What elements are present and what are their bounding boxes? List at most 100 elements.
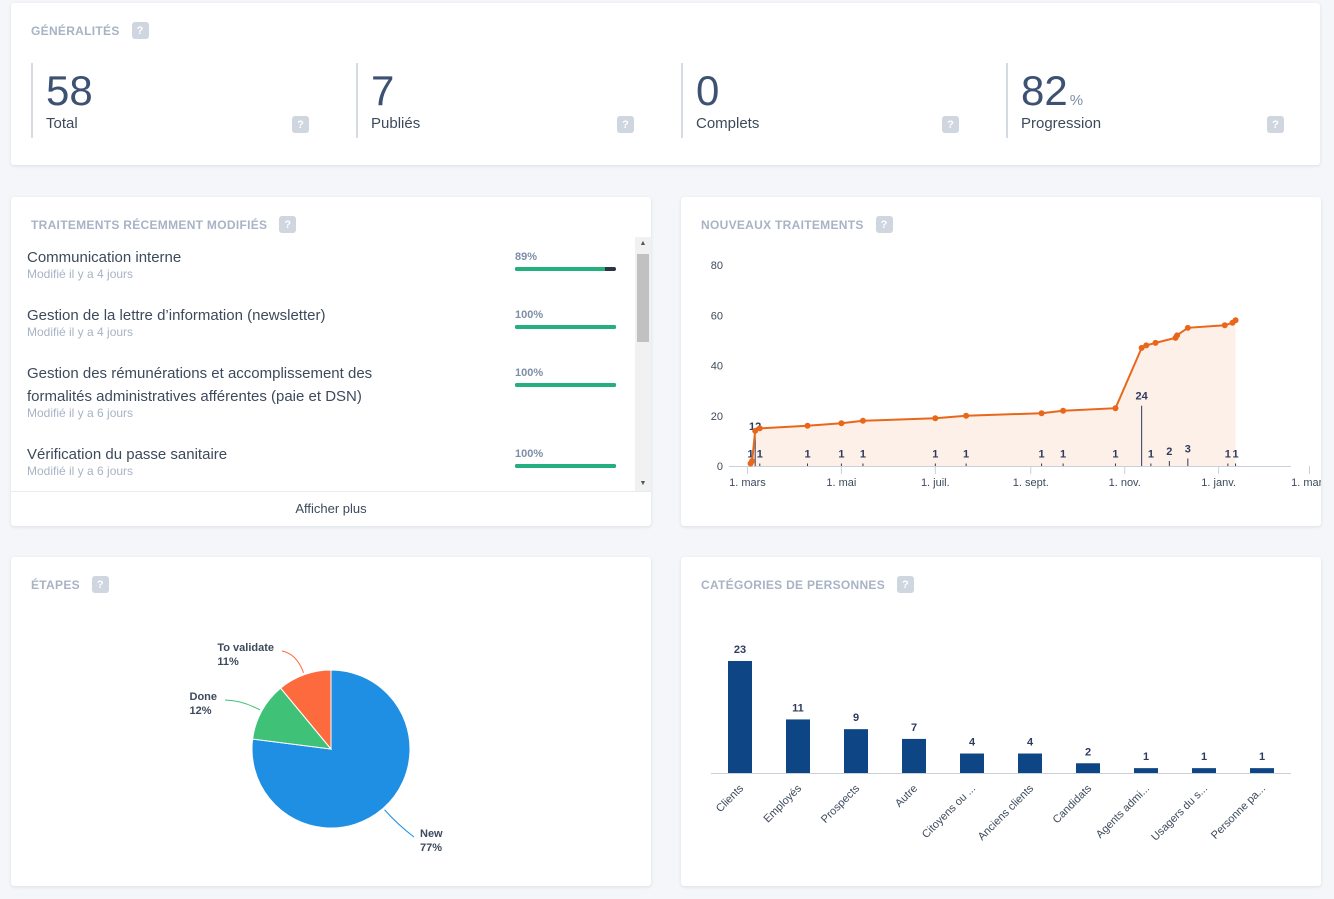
progress-fill bbox=[515, 325, 616, 329]
data-point bbox=[1143, 342, 1150, 349]
category-bar bbox=[1076, 763, 1100, 773]
nouveaux-title: Nouveaux traitements ? bbox=[701, 216, 893, 233]
spike-label: 1 bbox=[757, 448, 763, 460]
scrollbar-thumb[interactable] bbox=[637, 254, 649, 342]
help-icon[interactable]: ? bbox=[1267, 116, 1284, 133]
item-progress-bar bbox=[515, 325, 616, 329]
spike-label: 24 bbox=[1136, 391, 1149, 403]
bar-value-label: 1 bbox=[1143, 751, 1149, 763]
item-name[interactable]: Gestion de la lettre d’information (news… bbox=[27, 307, 326, 324]
spike-label: 1 bbox=[1060, 448, 1066, 460]
category-label: Usagers du s... bbox=[1149, 783, 1210, 844]
help-icon[interactable]: ? bbox=[292, 116, 309, 133]
nouveaux-chart: 0 20 40 60 80 1. mars 1. mai 1. juil. 1. sept. 1.… bbox=[711, 260, 1321, 489]
category-label: Clients bbox=[714, 782, 747, 815]
help-icon[interactable]: ? bbox=[875, 216, 893, 233]
nouveaux-card: Nouveaux traitements ? 0 20 40 60 80 1. mars 1… bbox=[681, 197, 1321, 526]
list-item[interactable]: Gestion de la lettre d’information (news… bbox=[27, 304, 617, 339]
x-tick-label: 1. mai bbox=[826, 477, 856, 489]
stat-progression: 82% Progression ? bbox=[1006, 63, 1284, 138]
data-point bbox=[1184, 324, 1191, 331]
categories-title-text: Catégories de personnes bbox=[701, 577, 886, 592]
category-bar bbox=[960, 753, 984, 773]
bar-value-label: 1 bbox=[1201, 751, 1207, 763]
categories-chart: 23Clients11Employés9Prospects7Autre4Cito… bbox=[711, 644, 1291, 844]
list-scrollbar[interactable]: ▲ ▼ bbox=[635, 237, 651, 491]
stat-value: 82% bbox=[1021, 67, 1084, 114]
category-bar bbox=[844, 729, 868, 773]
spike-label: 1 bbox=[860, 448, 866, 460]
stat-label: Publiés bbox=[371, 115, 421, 132]
item-progress-label: 100% bbox=[515, 309, 544, 321]
bar-value-label: 7 bbox=[911, 722, 917, 734]
category-bar bbox=[1192, 768, 1216, 773]
area-fill bbox=[750, 320, 1236, 466]
help-icon[interactable]: ? bbox=[131, 22, 149, 39]
help-icon[interactable]: ? bbox=[91, 576, 109, 593]
category-label: Prospects bbox=[819, 782, 862, 825]
stat-label: Progression bbox=[1021, 115, 1102, 132]
bar-value-label: 4 bbox=[1027, 737, 1034, 749]
x-tick-label: 1. juil. bbox=[921, 477, 950, 489]
progress-fill bbox=[515, 383, 616, 387]
help-icon[interactable]: ? bbox=[942, 116, 959, 133]
stat-value: 0 bbox=[696, 67, 720, 114]
recent-title-text: Traitements récemment modifiés bbox=[31, 217, 268, 232]
category-bar bbox=[1134, 768, 1158, 773]
spike-label: 1 bbox=[1148, 448, 1154, 460]
data-point bbox=[1174, 332, 1181, 339]
spike-label: 1 bbox=[1233, 448, 1239, 460]
pie-label-name: To validate bbox=[217, 642, 274, 654]
category-bar bbox=[1018, 753, 1042, 773]
spike-label: 1 bbox=[1039, 448, 1045, 460]
bar-value-label: 2 bbox=[1085, 746, 1091, 758]
item-name[interactable]: Gestion des rémunérations et accomplisse… bbox=[27, 365, 373, 405]
spike-label: 1 bbox=[804, 448, 810, 460]
pie-label-value: 11% bbox=[217, 656, 239, 668]
bar-value-label: 4 bbox=[969, 737, 976, 749]
category-label: Personne pa... bbox=[1209, 783, 1268, 842]
pie-connector bbox=[281, 650, 305, 673]
category-label: Agents admi... bbox=[1094, 783, 1152, 841]
stat-publies: 7 Publiés ? bbox=[356, 63, 634, 138]
pie-label-value: 12% bbox=[190, 705, 212, 717]
generalites-card: Généralités ? 58 Total ? 7 Publiés ? 0 C… bbox=[11, 3, 1320, 165]
item-name[interactable]: Communication interne bbox=[27, 249, 182, 266]
data-point bbox=[963, 412, 970, 419]
y-tick-label: 80 bbox=[711, 260, 723, 272]
spike-label: 1 bbox=[1112, 448, 1118, 460]
spike-label: 1 bbox=[747, 448, 753, 460]
item-modified: Modifié il y a 4 jours bbox=[27, 325, 134, 339]
help-icon[interactable]: ? bbox=[279, 216, 297, 233]
data-point bbox=[1221, 322, 1228, 329]
y-tick-label: 60 bbox=[711, 310, 723, 322]
list-item[interactable]: Vérification du passe sanitaire Modifié … bbox=[27, 443, 617, 478]
data-point bbox=[838, 420, 845, 427]
item-modified: Modifié il y a 6 jours bbox=[27, 464, 134, 478]
show-more-button[interactable]: Afficher plus bbox=[11, 491, 651, 526]
scroll-down-icon[interactable]: ▼ bbox=[639, 480, 647, 487]
category-label: Citoyens ou ... bbox=[920, 783, 978, 841]
category-bar bbox=[728, 661, 752, 773]
list-item[interactable]: Gestion des rémunérations et accomplisse… bbox=[27, 362, 617, 420]
item-name[interactable]: Vérification du passe sanitaire bbox=[27, 446, 228, 463]
list-item[interactable]: Communication interne Modifié il y a 4 j… bbox=[27, 246, 617, 281]
stat-value: 58 bbox=[46, 67, 93, 114]
data-point bbox=[749, 457, 756, 464]
spike-label: 1 bbox=[838, 448, 844, 460]
pie-connector bbox=[384, 809, 415, 838]
category-label: Employés bbox=[761, 782, 804, 825]
data-point bbox=[804, 422, 811, 429]
recent-list[interactable]: Communication interne Modifié il y a 4 j… bbox=[11, 237, 651, 489]
category-bar bbox=[1250, 768, 1274, 773]
scroll-up-icon[interactable]: ▲ bbox=[639, 240, 647, 247]
item-progress-label: 100% bbox=[515, 448, 544, 460]
help-icon[interactable]: ? bbox=[897, 576, 915, 593]
help-icon[interactable]: ? bbox=[617, 116, 634, 133]
stat-total: 58 Total ? bbox=[31, 63, 309, 138]
stat-label: Total bbox=[46, 115, 78, 132]
pie-slice-to-validate bbox=[279, 669, 332, 751]
stat-label: Complets bbox=[696, 115, 760, 132]
etapes-title-text: Étapes bbox=[31, 577, 80, 592]
category-label: Anciens clients bbox=[976, 782, 1037, 843]
